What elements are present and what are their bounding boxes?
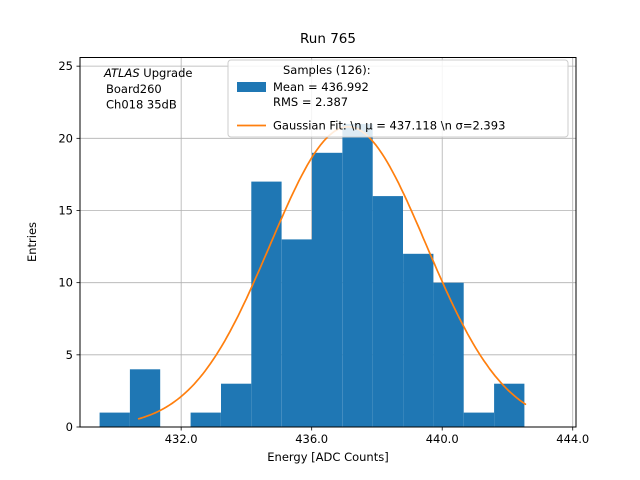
chart-title: Run 765 [300,31,356,47]
histogram-bar [129,369,161,427]
x-tick-label: 432.0 [165,432,198,446]
histogram-bar [433,282,464,427]
x-tick-label: 440.0 [426,432,459,446]
histogram-bar [342,123,373,428]
y-tick-label: 15 [58,203,73,217]
legend: Samples (126): Mean = 436.992 RMS = 2.38… [227,59,569,138]
histogram-bar [251,181,282,427]
histogram-bar [403,253,434,427]
y-tick-label: 25 [58,59,73,73]
annotation-experiment-name: ATLAS [103,66,140,80]
x-axis-label: Energy [ADC Counts] [267,450,388,464]
histogram-bar [463,412,494,427]
histogram-bar [372,196,403,427]
y-axis-label: Entries [25,222,39,262]
legend-frame [227,59,569,138]
plot-border [79,57,577,428]
legend-samples-title: Samples (126): [283,63,371,77]
x-tick-label: 444.0 [556,432,589,446]
annotation-block: ATLAS Upgrade Board260 Ch018 35dB [103,66,192,112]
annotation-line1: ATLAS Upgrade [103,66,192,80]
annotation-channel: Ch018 35dB [106,98,177,112]
histogram-bar [281,239,312,427]
annotation-board: Board260 [106,82,162,96]
y-tick-label: 20 [58,131,73,145]
y-tick-label: 5 [66,348,73,362]
legend-samples-rms: RMS = 2.387 [273,95,348,109]
histogram-bar [221,383,252,427]
y-tick-label: 10 [58,276,73,290]
histogram-bar [190,412,221,427]
histogram-bar [99,412,130,427]
x-tick-label: 436.0 [295,432,328,446]
legend-fit-label: Gaussian Fit: \n μ = 437.118 \n σ=2.393 [273,119,505,133]
histogram-bars-layer [99,123,525,428]
annotation-upgrade-text: Upgrade [140,66,193,80]
legend-samples-mean: Mean = 436.992 [273,80,369,94]
tick-layer: 432.0 436.0 440.0 444.0 0 5 10 15 20 25 [58,59,589,446]
legend-samples-swatch [237,82,266,92]
histogram-bar [312,152,343,428]
y-tick-label: 0 [66,420,73,434]
